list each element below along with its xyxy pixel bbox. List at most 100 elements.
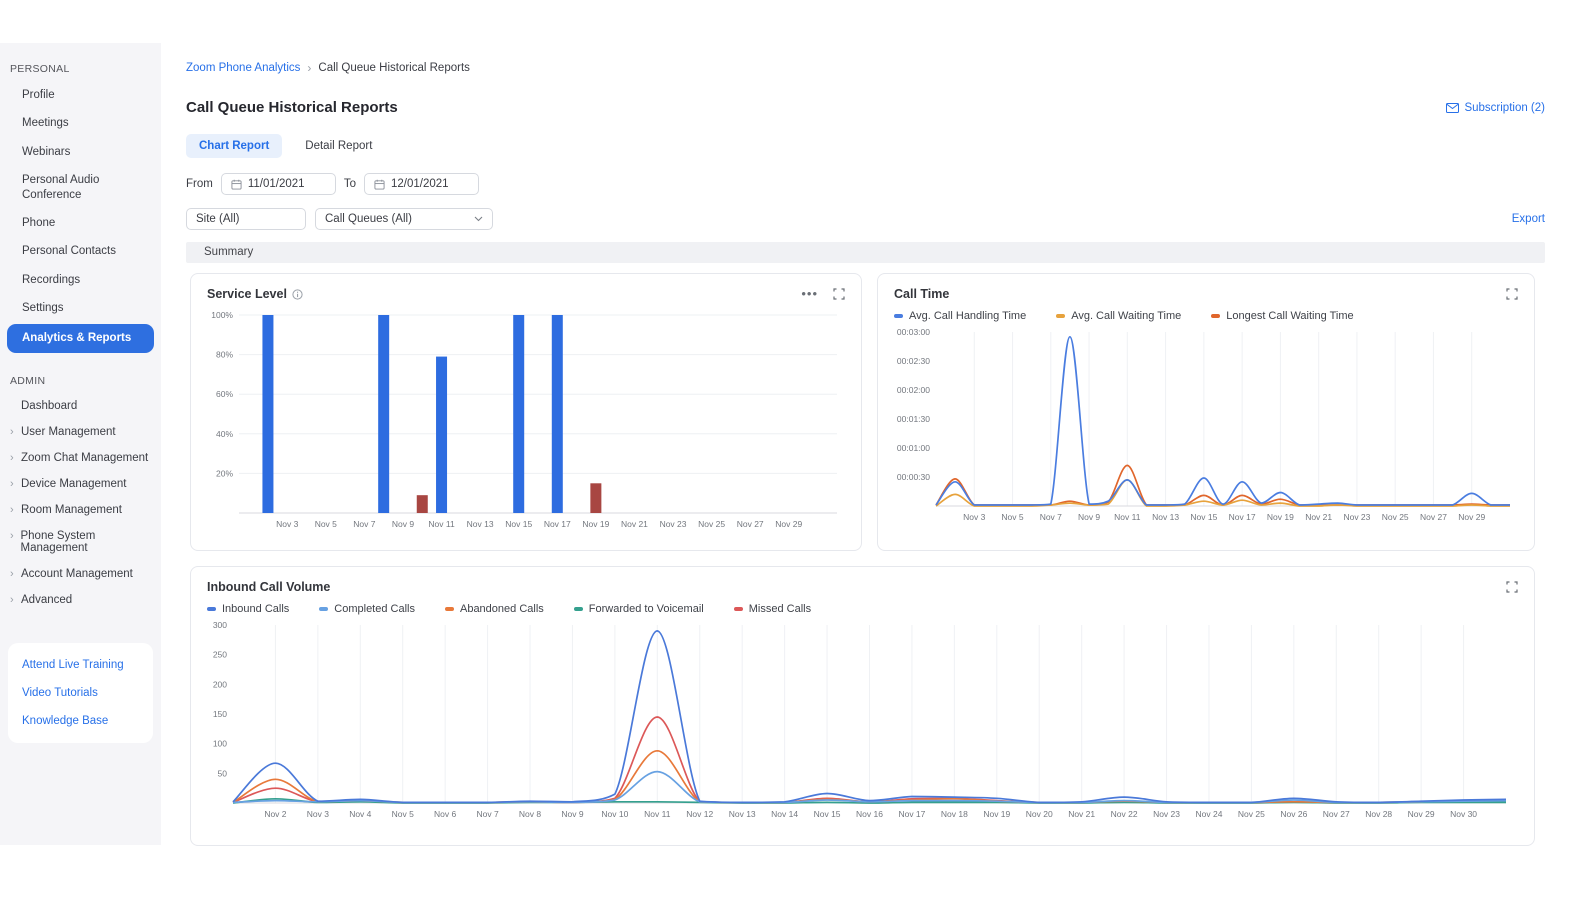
svg-text:Nov 4: Nov 4 bbox=[349, 809, 371, 819]
sidebar-item-phone[interactable]: Phone bbox=[22, 216, 56, 229]
more-options-icon[interactable]: ••• bbox=[801, 286, 818, 301]
sidebar-item-room-management[interactable]: › Room Management bbox=[0, 497, 161, 523]
svg-text:Nov 3: Nov 3 bbox=[276, 519, 298, 529]
svg-text:Nov 17: Nov 17 bbox=[1229, 512, 1256, 522]
svg-text:Nov 3: Nov 3 bbox=[963, 512, 985, 522]
info-icon[interactable] bbox=[292, 288, 303, 300]
sidebar-item-user-management[interactable]: › User Management bbox=[0, 419, 161, 445]
inbound-call-volume-title: Inbound Call Volume bbox=[207, 580, 331, 594]
service-level-chart: 100% 80% 60% 40% 20% Nov 3 Nov 5 Nov 7 Nov 9 Nov … bbox=[211, 310, 837, 529]
legend-marker bbox=[1056, 314, 1066, 318]
sidebar-item-settings[interactable]: Settings bbox=[22, 302, 64, 314]
expand-icon[interactable] bbox=[1506, 288, 1518, 300]
sidebar-item-label: User Management bbox=[21, 425, 116, 438]
svg-text:Nov 5: Nov 5 bbox=[315, 519, 337, 529]
legend-item[interactable]: Longest Call Waiting Time bbox=[1211, 310, 1354, 322]
sidebar-item-advanced[interactable]: › Advanced bbox=[0, 587, 161, 613]
svg-text:Nov 28: Nov 28 bbox=[1365, 809, 1392, 819]
sidebar-item-profile[interactable]: Profile bbox=[22, 89, 55, 101]
svg-text:Nov 11: Nov 11 bbox=[1114, 512, 1141, 522]
chevron-right-icon: › bbox=[10, 477, 14, 490]
chevron-right-icon: › bbox=[10, 451, 14, 464]
inbound-call-volume-chart: 300 250 200 150 100 50 Nov 2 Nov 3 Nov 4 Nov 5 Nov… bbox=[213, 620, 1507, 819]
svg-text:Nov 19: Nov 19 bbox=[582, 519, 609, 529]
legend-marker bbox=[207, 607, 216, 611]
svg-text:Nov 20: Nov 20 bbox=[1026, 809, 1053, 819]
sidebar-item-label: Advanced bbox=[21, 593, 73, 606]
breadcrumb-current: Call Queue Historical Reports bbox=[318, 62, 470, 74]
sidebar-item-phone-system-management[interactable]: › Phone System Management bbox=[0, 523, 161, 561]
svg-text:Nov 15: Nov 15 bbox=[505, 519, 532, 529]
to-date-input[interactable]: 12/01/2021 bbox=[364, 173, 479, 195]
legend-label: Longest Call Waiting Time bbox=[1226, 310, 1354, 322]
sidebar-item-label: Room Management bbox=[21, 503, 122, 516]
attend-live-training-link[interactable]: Attend Live Training bbox=[22, 658, 124, 671]
sidebar-item-personal-audio-conference[interactable]: Personal Audio Conference bbox=[22, 174, 100, 201]
sidebar-item-personal-contacts[interactable]: Personal Contacts bbox=[22, 245, 116, 258]
tab-detail-report[interactable]: Detail Report bbox=[305, 140, 373, 152]
legend-item[interactable]: Completed Calls bbox=[319, 603, 415, 615]
from-date-value: 11/01/2021 bbox=[247, 178, 305, 190]
svg-text:Nov 24: Nov 24 bbox=[1195, 809, 1222, 819]
sidebar-item-webinars[interactable]: Webinars bbox=[22, 145, 71, 158]
svg-text:Nov 19: Nov 19 bbox=[983, 809, 1010, 819]
svg-text:Nov 26: Nov 26 bbox=[1280, 809, 1307, 819]
inbound-call-volume-card: Inbound Call Volume Inbound Calls Comple… bbox=[190, 566, 1535, 846]
legend-item[interactable]: Forwarded to Voicemail bbox=[573, 603, 704, 615]
site-filter-value: Site (All) bbox=[196, 213, 240, 225]
svg-text:Nov 21: Nov 21 bbox=[1068, 809, 1095, 819]
to-date-value: 12/01/2021 bbox=[391, 178, 449, 190]
svg-text:100: 100 bbox=[213, 739, 227, 749]
svg-text:Nov 23: Nov 23 bbox=[1153, 809, 1180, 819]
knowledge-base-link[interactable]: Knowledge Base bbox=[22, 714, 109, 727]
sidebar-item-label: Account Management bbox=[21, 567, 133, 580]
breadcrumb-parent-link[interactable]: Zoom Phone Analytics bbox=[186, 62, 301, 74]
legend-item[interactable]: Avg. Call Handling Time bbox=[894, 310, 1026, 322]
from-date-input[interactable]: 11/01/2021 bbox=[220, 173, 336, 195]
sidebar-item-label: Device Management bbox=[21, 477, 127, 490]
legend-item[interactable]: Inbound Calls bbox=[207, 603, 289, 615]
sidebar-item-dashboard[interactable]: Dashboard bbox=[0, 393, 161, 419]
svg-text:00:02:00: 00:02:00 bbox=[897, 385, 930, 395]
sidebar-item-zoom-chat-management[interactable]: › Zoom Chat Management bbox=[0, 445, 161, 471]
sidebar-item-label: Zoom Chat Management bbox=[21, 451, 149, 464]
svg-text:Nov 23: Nov 23 bbox=[1343, 512, 1370, 522]
chevron-right-icon: › bbox=[10, 529, 14, 542]
sidebar-item-analytics-reports[interactable]: Analytics & Reports bbox=[7, 324, 154, 353]
service-level-title: Service Level bbox=[207, 287, 287, 301]
legend-item[interactable]: Missed Calls bbox=[733, 603, 811, 615]
subscription-label: Subscription (2) bbox=[1464, 101, 1545, 114]
export-link[interactable]: Export bbox=[1511, 213, 1545, 225]
sidebar-item-recordings[interactable]: Recordings bbox=[22, 273, 81, 286]
site-filter-input[interactable]: Site (All) bbox=[186, 208, 306, 230]
svg-text:Nov 17: Nov 17 bbox=[898, 809, 925, 819]
svg-text:Nov 13: Nov 13 bbox=[1152, 512, 1179, 522]
call-queues-select[interactable]: Call Queues (All) bbox=[315, 208, 493, 230]
legend-item[interactable]: Avg. Call Waiting Time bbox=[1056, 310, 1181, 322]
sidebar-item-account-management[interactable]: › Account Management bbox=[0, 561, 161, 587]
subscription-link[interactable]: Subscription (2) bbox=[1446, 102, 1545, 114]
svg-text:Nov 8: Nov 8 bbox=[519, 809, 541, 819]
tab-chart-report[interactable]: Chart Report bbox=[186, 134, 283, 158]
svg-text:Nov 18: Nov 18 bbox=[941, 809, 968, 819]
legend-marker bbox=[894, 314, 903, 318]
sidebar-section-admin: ADMIN bbox=[10, 374, 46, 387]
video-tutorials-link[interactable]: Video Tutorials bbox=[22, 686, 98, 699]
svg-text:Nov 3: Nov 3 bbox=[307, 809, 329, 819]
main-content: Zoom Phone Analytics › Call Queue Histor… bbox=[186, 43, 1545, 846]
svg-text:Nov 29: Nov 29 bbox=[1408, 809, 1435, 819]
svg-text:Nov 7: Nov 7 bbox=[1040, 512, 1062, 522]
svg-text:00:03:00: 00:03:00 bbox=[897, 327, 930, 337]
svg-text:Nov 29: Nov 29 bbox=[775, 519, 802, 529]
svg-text:Nov 25: Nov 25 bbox=[1382, 512, 1409, 522]
sidebar-item-device-management[interactable]: › Device Management bbox=[0, 471, 161, 497]
legend-item[interactable]: Abandoned Calls bbox=[444, 603, 544, 615]
svg-text:300: 300 bbox=[213, 620, 227, 630]
svg-text:Nov 27: Nov 27 bbox=[1420, 512, 1447, 522]
expand-icon[interactable] bbox=[833, 288, 845, 300]
sidebar-item-meetings[interactable]: Meetings bbox=[22, 117, 69, 130]
svg-text:Nov 29: Nov 29 bbox=[1458, 512, 1485, 522]
expand-icon[interactable] bbox=[1506, 581, 1518, 593]
svg-text:Nov 23: Nov 23 bbox=[660, 519, 687, 529]
svg-text:Nov 21: Nov 21 bbox=[1305, 512, 1332, 522]
